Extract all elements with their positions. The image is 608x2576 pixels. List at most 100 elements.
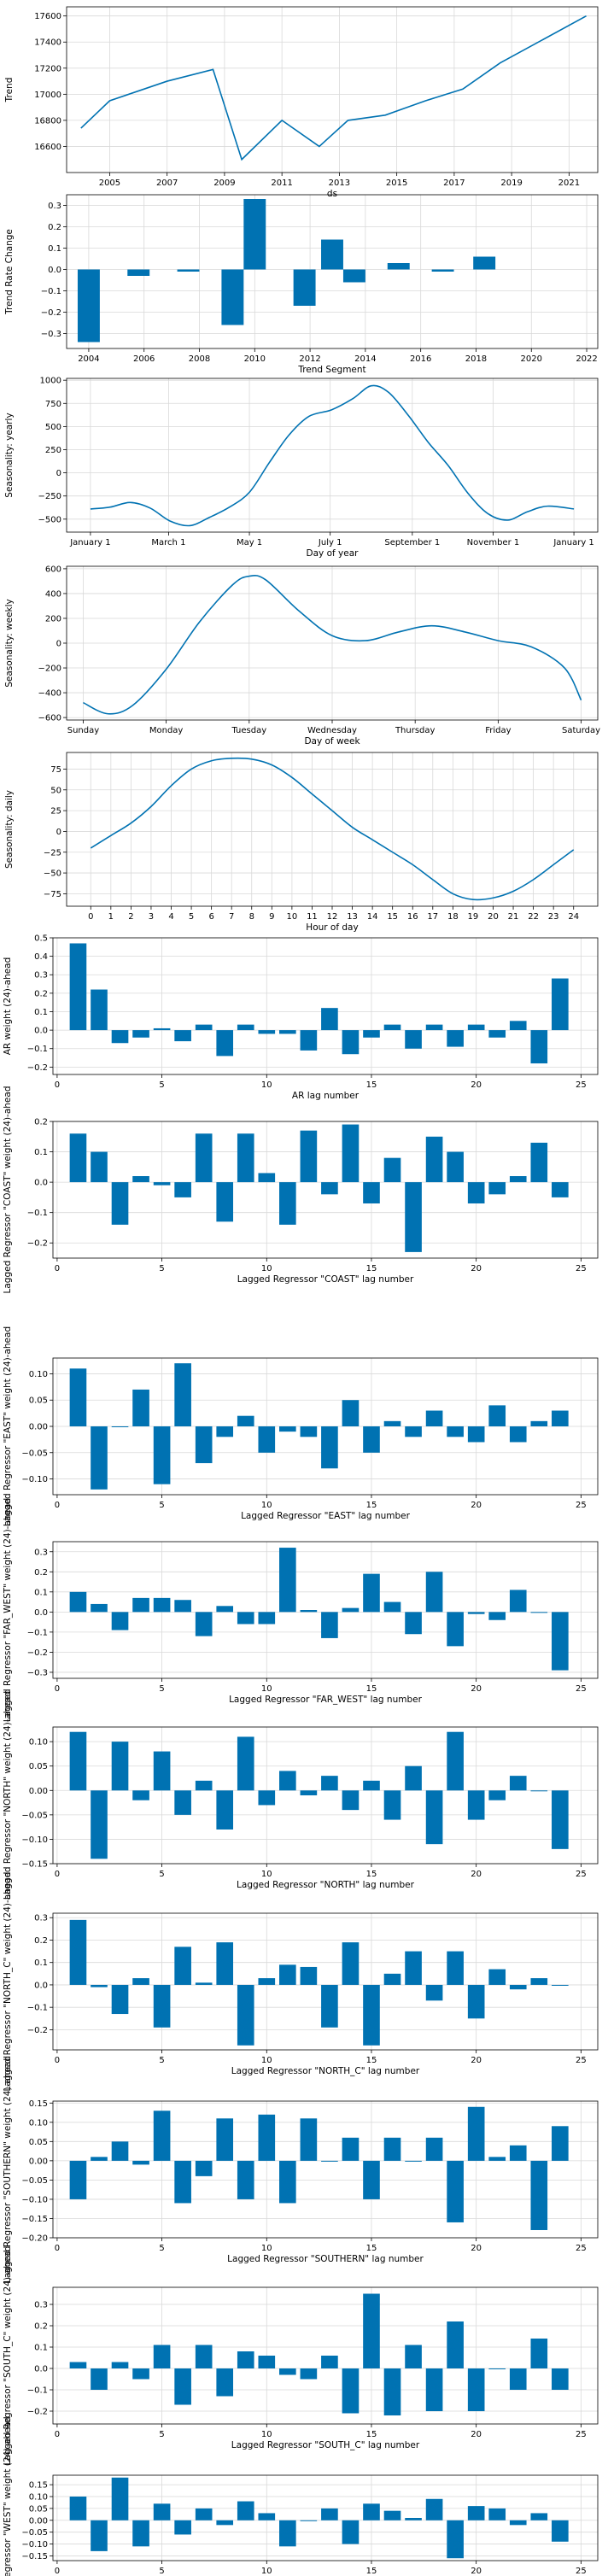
- y-tick-label: 0.05: [29, 1762, 48, 1771]
- y-tick-label: 0.05: [29, 2504, 48, 2514]
- y-axis-label: Lagged Regressor "SOUTH_C" weight (24)-a…: [3, 2246, 13, 2466]
- x-tick-label: 25: [576, 2430, 587, 2439]
- x-axis-label: Lagged Regressor "SOUTHERN" lag number: [227, 2254, 424, 2264]
- bar: [405, 1030, 422, 1049]
- x-tick-label: 15: [366, 2567, 377, 2576]
- x-tick-label: 2013: [329, 179, 350, 188]
- axes-frame: [52, 937, 599, 1075]
- bar: [279, 1548, 296, 1613]
- x-tick-label: 20: [471, 1501, 482, 1510]
- bar: [279, 2160, 296, 2204]
- x-tick-label: 20: [471, 2567, 482, 2576]
- bar: [258, 1426, 276, 1453]
- x-tick-label: 19: [468, 912, 479, 922]
- bar: [425, 2137, 443, 2161]
- y-tick-label: 0: [56, 640, 61, 649]
- axes-frame: [52, 1121, 599, 1259]
- y-tick-label: −0.05: [21, 1811, 48, 1820]
- bar: [425, 1024, 443, 1031]
- y-tick-label: 16600: [34, 143, 61, 152]
- y-tick-label: 0.2: [34, 2322, 48, 2332]
- x-tick-label: 25: [576, 1501, 587, 1510]
- bar: [509, 1590, 527, 1613]
- bar: [321, 2508, 338, 2520]
- bar: [279, 2520, 296, 2547]
- x-tick-label: 0: [55, 1080, 60, 1090]
- bar: [237, 1984, 254, 2046]
- y-tick-label: 0.1: [34, 1008, 48, 1017]
- x-tick-label: 5: [159, 1080, 164, 1090]
- bar: [467, 1790, 485, 1820]
- bar: [530, 2339, 548, 2368]
- bar: [488, 2157, 506, 2161]
- bar: [383, 1157, 401, 1183]
- bar: [405, 2345, 422, 2368]
- x-tick-label: 25: [576, 1264, 587, 1273]
- bar: [111, 1182, 129, 1225]
- y-tick-label: 0: [56, 469, 61, 478]
- bar: [488, 2368, 506, 2369]
- bar: [174, 2368, 191, 2405]
- bar: [447, 1612, 464, 1647]
- bar: [509, 2145, 527, 2161]
- bar: [467, 2368, 485, 2411]
- bar: [174, 1182, 191, 1197]
- bar: [530, 1790, 548, 1792]
- x-tick-label: 2006: [133, 354, 155, 364]
- x-tick-label: 10: [261, 1684, 272, 1694]
- axes-frame: [52, 1541, 599, 1679]
- x-tick-label: 10: [287, 912, 298, 922]
- y-tick-label: 0.2: [34, 1118, 48, 1127]
- y-tick-label: −0.2: [27, 1239, 48, 1249]
- bar: [237, 2351, 254, 2368]
- x-tick-label: 20: [488, 912, 499, 922]
- x-tick-label: 5: [159, 2056, 164, 2065]
- bar: [405, 1426, 422, 1437]
- bar: [91, 1426, 108, 1490]
- x-tick-label: March 1: [151, 538, 185, 547]
- x-tick-label: 22: [528, 912, 539, 922]
- bar: [425, 1136, 443, 1183]
- bar: [467, 1612, 485, 1614]
- y-tick-label: −600: [38, 714, 61, 723]
- chart-panel-9: 0 5 10 15 20 25 −0.15 −0.10 −0.05 0.00 0.05 0.10 Lag…: [3, 1691, 599, 1900]
- bar: [132, 2368, 149, 2380]
- bar: [195, 1982, 213, 1985]
- bar: [300, 1426, 318, 1437]
- x-tick-label: January 1: [69, 538, 110, 547]
- bar: [216, 2368, 234, 2397]
- series-line: [90, 757, 575, 901]
- bar: [321, 2356, 338, 2368]
- bar: [300, 1610, 318, 1613]
- bar: [127, 269, 150, 276]
- y-tick-label: 0.2: [34, 1568, 48, 1578]
- y-tick-label: 0.2: [48, 223, 61, 232]
- y-tick-label: 0.10: [29, 1370, 48, 1379]
- x-tick-label: 2004: [78, 354, 99, 364]
- x-tick-label: 20: [471, 2244, 482, 2253]
- x-tick-label: 2020: [521, 354, 542, 364]
- x-tick-label: 25: [576, 1080, 587, 1090]
- x-tick-label: 15: [366, 1501, 377, 1510]
- y-tick-label: 0.0: [34, 1981, 48, 1990]
- x-tick-label: 3: [149, 912, 154, 922]
- bar: [530, 1420, 548, 1426]
- y-tick-label: −0.1: [27, 1045, 48, 1054]
- x-tick-label: 12: [327, 912, 338, 922]
- bar: [425, 2498, 443, 2520]
- x-tick-label: November 1: [467, 538, 520, 547]
- x-tick-label: 2016: [410, 354, 431, 364]
- y-tick-label: 0.00: [29, 1423, 48, 1432]
- bar: [237, 1024, 254, 1031]
- x-tick-label: 25: [576, 1870, 587, 1879]
- bar: [237, 1612, 254, 1625]
- x-tick-label: 21: [508, 912, 519, 922]
- bar: [243, 199, 266, 270]
- x-tick-label: 2008: [189, 354, 210, 364]
- bar: [91, 989, 108, 1031]
- bar: [237, 2501, 254, 2520]
- y-tick-label: 0.05: [29, 2138, 48, 2147]
- y-tick-label: −50: [44, 869, 61, 879]
- bar: [195, 2508, 213, 2520]
- x-axis-label: Lagged Regressor "SOUTH_C" lag number: [231, 2440, 420, 2450]
